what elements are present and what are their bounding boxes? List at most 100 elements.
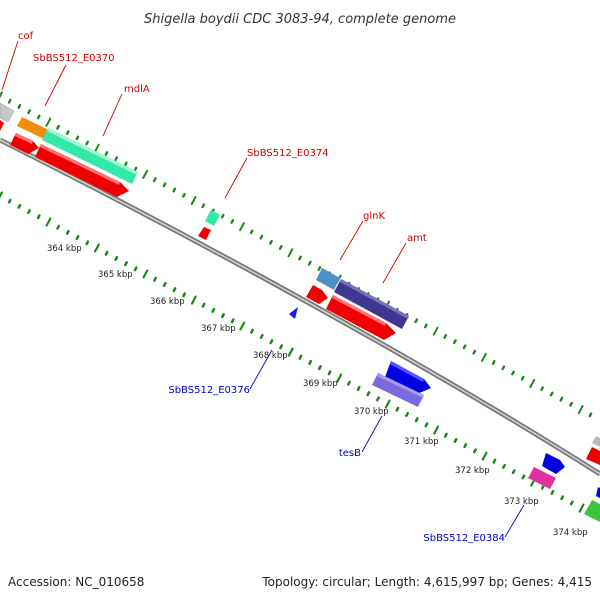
minor-tick (65, 229, 70, 235)
label-cof[interactable]: cof (18, 31, 34, 42)
label-glnk[interactable]: glnK (363, 211, 385, 222)
minor-tick (307, 260, 312, 266)
minor-tick (124, 261, 128, 267)
minor-tick (473, 448, 477, 454)
minor-tick (211, 308, 216, 313)
cds-arrow-reverse[interactable] (596, 487, 600, 498)
minor-tick (172, 187, 177, 193)
minor-tick (453, 339, 457, 345)
minor-tick (318, 365, 322, 371)
gene-right-green-block[interactable] (584, 500, 600, 522)
major-tick (481, 451, 488, 461)
cds-arrow[interactable] (0, 120, 4, 131)
map-title: Shigella boydii CDC 3083-94, complete ge… (144, 12, 456, 27)
gene-e0376-block[interactable] (372, 373, 424, 407)
kbp-label: 371 kbp (404, 437, 439, 447)
minor-tick (520, 375, 525, 381)
minor-tick (104, 151, 109, 156)
label-e0374[interactable]: SbBS512_E0374 (247, 148, 329, 159)
label-e0384[interactable]: SbBS512_E0384 (423, 533, 505, 544)
kbp-label: 373 kbp (504, 497, 539, 507)
cds-arrow-reverse[interactable] (289, 307, 298, 319)
inner-tick-ring (0, 191, 594, 516)
minor-tick (259, 334, 264, 339)
minor-tick (424, 422, 429, 428)
minor-tick (153, 276, 157, 282)
minor-tick (17, 203, 22, 209)
gene-cof-block[interactable] (0, 102, 15, 123)
summary-text: Topology: circular; Length: 4,615,997 bp… (261, 575, 592, 589)
minor-tick (492, 458, 497, 464)
cds-arrow-reverse[interactable] (542, 453, 565, 474)
kbp-label: 368 kbp (253, 351, 288, 361)
minor-tick (414, 417, 419, 423)
label-mdla[interactable]: mdlA (124, 84, 150, 95)
minor-tick (133, 266, 138, 272)
minor-tick (511, 370, 515, 376)
major-tick (45, 117, 52, 127)
cds-arrow-reverse[interactable] (385, 361, 431, 394)
gene-labels: cof SbBS512_E0370 mdlA SbBS512_E0374 gln… (18, 31, 505, 544)
cds-arrow[interactable] (10, 133, 39, 154)
minor-tick (269, 339, 274, 345)
minor-tick (521, 474, 526, 480)
gene-mdla-block[interactable] (42, 128, 138, 184)
minor-tick (453, 438, 458, 443)
kbp-label: 374 kbp (553, 528, 588, 538)
minor-tick (269, 239, 273, 245)
cds-arrow[interactable] (306, 285, 328, 304)
minor-tick (65, 130, 70, 136)
minor-tick (569, 401, 573, 407)
major-tick (433, 425, 440, 435)
major-tick (191, 295, 197, 305)
minor-tick (491, 360, 496, 365)
minor-tick (259, 234, 264, 240)
gene-e0384-block[interactable] (528, 467, 556, 489)
label-e0370[interactable]: SbBS512_E0370 (33, 53, 115, 64)
gene-glnk-block[interactable] (316, 268, 340, 290)
minor-tick (56, 224, 60, 230)
gene-e0374-block[interactable] (205, 210, 220, 226)
minor-tick (327, 370, 332, 376)
minor-tick (540, 386, 544, 392)
label-tesb[interactable]: tesB (339, 448, 361, 459)
minor-tick (75, 135, 80, 141)
minor-tick (17, 103, 22, 109)
major-tick (287, 347, 294, 357)
major-tick (239, 222, 245, 232)
major-tick (529, 378, 536, 388)
outer-tick-ring (0, 91, 593, 418)
cds-arrow[interactable] (35, 144, 129, 197)
cds-arrow[interactable] (586, 447, 600, 465)
kbp-label: 370 kbp (354, 407, 389, 417)
major-tick (336, 373, 343, 383)
minor-tick (559, 396, 564, 402)
label-amt[interactable]: amt (407, 233, 427, 244)
kbp-label: 367 kbp (201, 324, 236, 334)
kbp-labels: 364 kbp 365 kbp 366 kbp 367 kbp 368 kbp … (47, 244, 588, 538)
minor-tick (56, 124, 60, 130)
gene-e0370-block[interactable] (17, 117, 49, 139)
minor-tick (366, 391, 371, 397)
minor-tick (27, 209, 31, 215)
cds-arrow[interactable] (198, 227, 211, 240)
minor-tick (230, 218, 235, 224)
gene-right-gray-block[interactable] (592, 436, 600, 447)
minor-tick (424, 323, 428, 329)
minor-tick (220, 213, 225, 219)
label-leaders (1, 40, 525, 538)
major-tick (142, 269, 149, 279)
minor-tick (162, 282, 167, 287)
cds-arrow[interactable] (326, 295, 396, 340)
minor-tick (298, 354, 303, 360)
minor-tick (279, 344, 283, 350)
major-tick (239, 321, 246, 331)
kbp-label: 369 kbp (303, 379, 338, 389)
gene-amt-block[interactable] (334, 279, 409, 329)
minor-tick (463, 443, 468, 449)
label-e0376[interactable]: SbBS512_E0376 (168, 385, 250, 396)
minor-tick (570, 500, 574, 506)
kbp-label: 364 kbp (47, 244, 82, 254)
major-tick (384, 399, 391, 409)
minor-tick (501, 365, 506, 371)
